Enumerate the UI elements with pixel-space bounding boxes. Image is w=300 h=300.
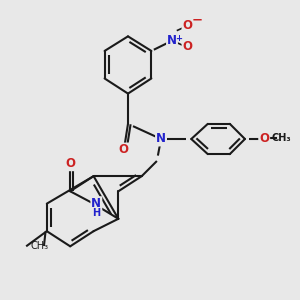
Text: CH₃: CH₃ <box>272 134 291 143</box>
Text: −: − <box>192 14 203 27</box>
Text: O: O <box>259 132 269 145</box>
Text: O: O <box>182 19 192 32</box>
Text: CH₃: CH₃ <box>31 241 49 251</box>
Text: N: N <box>167 34 177 47</box>
Text: N: N <box>156 133 166 146</box>
Text: N: N <box>91 197 101 210</box>
Text: O: O <box>182 40 192 53</box>
Text: H: H <box>92 208 101 218</box>
Text: O: O <box>65 157 75 170</box>
Text: +: + <box>176 34 182 43</box>
Text: O: O <box>119 143 129 157</box>
